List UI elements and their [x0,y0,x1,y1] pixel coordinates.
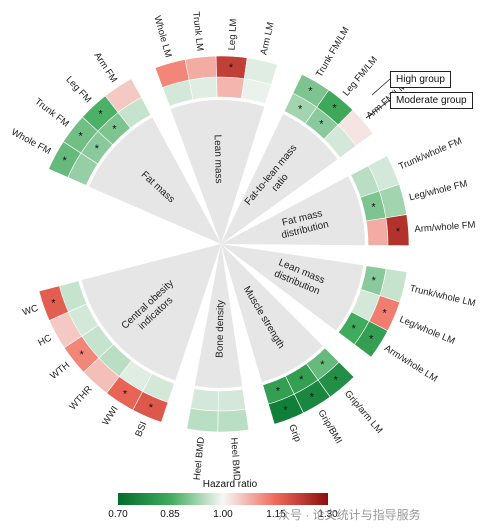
cell-high-wc [38,285,69,321]
variable-label-trunk-fm: Trunk FM [32,96,71,129]
group-label-bone-density: Bone density [215,300,227,358]
variable-label-wth: WTH [48,360,72,382]
cell-moderate-trunk-lm [188,76,218,101]
sig-star-moderate-grip-bmi: * [299,374,304,386]
cell-high-grip [268,393,304,425]
variable-label-wc: WC [21,303,40,319]
variable-label-arm-lm: Arm LM [258,21,276,56]
sig-star-moderate-grip: * [276,385,281,397]
variable-label-trunk-whole-fm: Trunk/whole FM [397,136,464,173]
cell-moderate-heel-bmd [190,388,219,412]
watermark-text: 众号 · 论文统计与指导服务 [278,508,421,522]
group-wedge-lean-mass [170,99,265,244]
variable-label-bsi: BSI [133,420,149,438]
variable-label-wwi: WWI [100,404,120,427]
group-wedge-central-obesity-indicators [81,244,222,381]
sig-star-moderate-leg-whole-fm: * [371,202,376,214]
variable-label-heel-bmd: Heel BMD [192,436,207,480]
sig-star-high-arm-whole-fm: * [396,226,401,238]
cell-high-arm-fm-lm [337,109,374,147]
variable-label-arm-fm: Arm FM [91,51,119,85]
colorbar-tick-1: 0.85 [160,509,180,520]
sig-star-high-trunk-fm: * [79,130,84,142]
sig-star-high-grip: * [283,404,288,416]
variable-label-whole-fm: Whole FM [9,127,52,157]
group-wedge-bone-density [194,244,243,388]
colorbar-tick-3: 1.15 [266,509,286,520]
variable-label-leg-fm-lm: Leg FM/LM [341,54,380,98]
variable-label-hc: HC [36,332,53,348]
cell-high-trunk-lm [184,55,217,81]
sig-star-moderate-grip-arm-lm: * [320,359,325,371]
legend-leader-high [371,78,391,96]
variable-label-trunk-lm: Trunk LM [190,11,205,52]
group-wedge-fat-mass [88,117,221,244]
group-wedge-muscle-strength [221,244,323,383]
legend-leader-moderate [365,99,391,119]
sig-star-high-arm-whole-lm: * [369,334,374,346]
variable-label-leg-lm: Leg LM [227,18,240,50]
variable-label-grip-bmi: Grip/BMI [315,408,344,446]
legend-high-group: High group [390,71,451,88]
sig-star-high-grip-arm-lm: * [334,374,339,386]
sig-star-high-wc: * [51,298,56,310]
variable-label-grip-arm-lm: Grip/arm LM [342,389,385,436]
colorbar-gradient [118,493,328,505]
variable-label-leg-whole-fm: Leg/whole FM [408,178,469,203]
sig-star-moderate-trunk-whole-lm: * [372,275,377,287]
sig-star-moderate-trunk-fm: * [95,143,100,155]
cell-high-heel-bmd [186,407,219,433]
colorbar-title: Hazard ratio [202,479,258,490]
sig-star-high-wth: * [79,349,84,361]
variable-label-heel-bmd-t-score: Heel BMD t-score [228,437,244,480]
cell-moderate-heel-bmd-t-score [217,389,247,412]
cell-high-arm-whole-lm [353,320,389,358]
sig-star-high-bsi: * [149,402,154,414]
cell-high-arm-whole-fm [385,214,410,246]
variable-label-whole-lm: Whole LM [151,15,173,59]
variable-label-arm-whole-fm: Arm/whole FM [414,220,476,236]
colorbar-tick-0: 0.70 [108,509,128,520]
sig-star-high-trunk-fm-lm: * [308,86,313,98]
sig-star-high-grip-bmi: * [310,392,315,404]
variable-label-leg-whole-lm: Leg/whole LM [398,314,457,347]
cell-moderate-arm-whole-fm [365,217,389,246]
sig-star-high-leg-lm: * [229,62,234,74]
cell-high-heel-bmd-t-score [217,408,250,433]
group-wedge-lean-mass-distribution [221,244,364,331]
sig-star-moderate-leg-fm-lm: * [319,118,324,130]
group-wedge-fat-mass-distribution [221,176,365,246]
sig-star-high-leg-fm: * [98,109,103,121]
legend-moderate-group: Moderate group [390,92,473,109]
colorbar-tick-4: 1.30 [318,509,338,520]
sig-star-high-leg-fm-lm: * [332,103,337,115]
cell-moderate-leg-lm [216,76,245,99]
group-wedge-fat-to-lean-mass-ratio [221,114,338,245]
variable-label-trunk-whole-lm: Trunk/whole LM [409,283,477,309]
colorbar-tick-2: 1.00 [213,509,233,520]
sig-star-moderate-leg-fm: * [112,124,117,136]
variable-label-arm-whole-lm: Arm/whole LM [382,343,439,385]
sig-star-moderate-trunk-fm-lm: * [298,103,303,115]
cell-high-arm-fm [104,78,142,113]
group-label-lean-mass: Lean mass [212,134,224,183]
sig-star-high-whole-fm: * [63,155,68,167]
sig-star-moderate-arm-whole-lm: * [352,323,357,335]
sig-star-high-wwi: * [123,388,128,400]
cell-high-arm-lm [243,57,278,86]
sig-star-high-leg-whole-lm: * [383,308,388,320]
variable-label-grip: Grip [286,423,303,444]
variable-label-wthr: WTHR [67,384,94,413]
colorbar [118,493,328,505]
variable-label-trunk-fm-lm: Trunk FM/LM [314,25,352,79]
variable-label-leg-fm: Leg FM [63,74,93,105]
